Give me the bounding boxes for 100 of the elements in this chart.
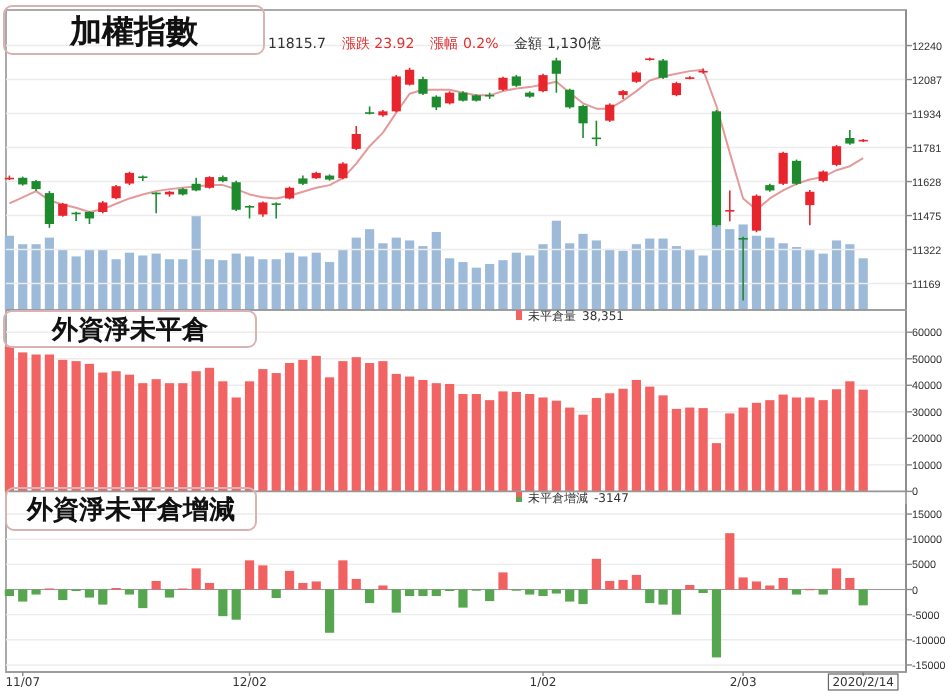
bar (845, 381, 855, 492)
bar (244, 256, 255, 310)
bar (671, 589, 682, 615)
bar (631, 244, 642, 310)
bar (204, 582, 215, 590)
candlestick (391, 74, 401, 114)
bar (645, 386, 655, 492)
bar (578, 589, 588, 605)
bar (204, 259, 215, 310)
bar (18, 352, 28, 492)
bar (71, 361, 81, 492)
bar (431, 231, 441, 310)
bar (685, 249, 695, 310)
bar (204, 367, 215, 492)
bar (458, 589, 468, 608)
bar (525, 394, 535, 492)
bar (244, 381, 255, 492)
bar (565, 243, 575, 310)
bar (151, 580, 161, 590)
bar (218, 260, 228, 310)
bar (98, 589, 108, 605)
bar (658, 395, 668, 492)
bar (271, 259, 281, 310)
bar (831, 389, 842, 492)
bar (658, 238, 668, 310)
bar (791, 589, 802, 595)
bar (605, 248, 615, 310)
bar (298, 582, 308, 590)
bar (18, 244, 28, 310)
bar (711, 589, 722, 658)
bar (111, 371, 121, 492)
bar (351, 357, 361, 492)
bar (591, 398, 601, 492)
bar (58, 249, 68, 310)
bar (458, 262, 468, 310)
bar (711, 443, 722, 492)
bar (138, 383, 148, 492)
bar (551, 220, 561, 310)
bar (738, 407, 748, 492)
bar (138, 589, 148, 609)
bar (164, 589, 175, 598)
bar (71, 256, 81, 310)
bar (231, 253, 241, 310)
bar (485, 589, 495, 602)
bar (591, 240, 601, 310)
bar (4, 346, 14, 492)
bar (685, 584, 695, 590)
bar (324, 262, 335, 310)
bar (378, 243, 388, 310)
bar (365, 229, 375, 310)
bar (44, 237, 55, 310)
bar (31, 354, 41, 492)
bar (351, 578, 361, 590)
bar (631, 574, 642, 590)
candlestick (605, 102, 615, 123)
bar (138, 255, 148, 310)
bar (631, 379, 642, 492)
bar (124, 374, 135, 492)
bar (391, 589, 401, 613)
candlestick (231, 179, 241, 212)
bar (391, 237, 401, 310)
bar (765, 237, 775, 310)
bar (365, 589, 375, 604)
bar (618, 250, 628, 310)
bar (685, 407, 695, 492)
bar (431, 589, 441, 597)
bar (565, 589, 575, 602)
bar (324, 377, 335, 492)
bar (565, 407, 575, 492)
candlestick (831, 144, 842, 168)
candlestick (565, 87, 575, 110)
bar (538, 244, 548, 310)
bar (671, 246, 682, 310)
bar (445, 258, 455, 310)
candlestick (791, 158, 802, 186)
bar (231, 589, 241, 620)
bar (231, 397, 241, 492)
bar (698, 255, 708, 310)
bar (805, 248, 815, 310)
bar (791, 397, 802, 492)
bar (244, 560, 255, 590)
candlestick (418, 75, 428, 96)
bar (671, 408, 682, 492)
bar (418, 379, 428, 492)
bar (311, 355, 321, 492)
bar (405, 376, 415, 492)
candlestick (805, 189, 815, 227)
bar (164, 383, 175, 492)
bar (311, 581, 321, 590)
bar (471, 394, 481, 492)
bar (778, 577, 788, 590)
bar (178, 259, 188, 310)
bar (525, 589, 535, 595)
bar (84, 589, 95, 598)
bar (365, 363, 375, 492)
candlestick (538, 72, 548, 94)
bar (431, 383, 441, 492)
bar (84, 249, 95, 310)
bar (338, 249, 348, 310)
bar (645, 238, 655, 310)
